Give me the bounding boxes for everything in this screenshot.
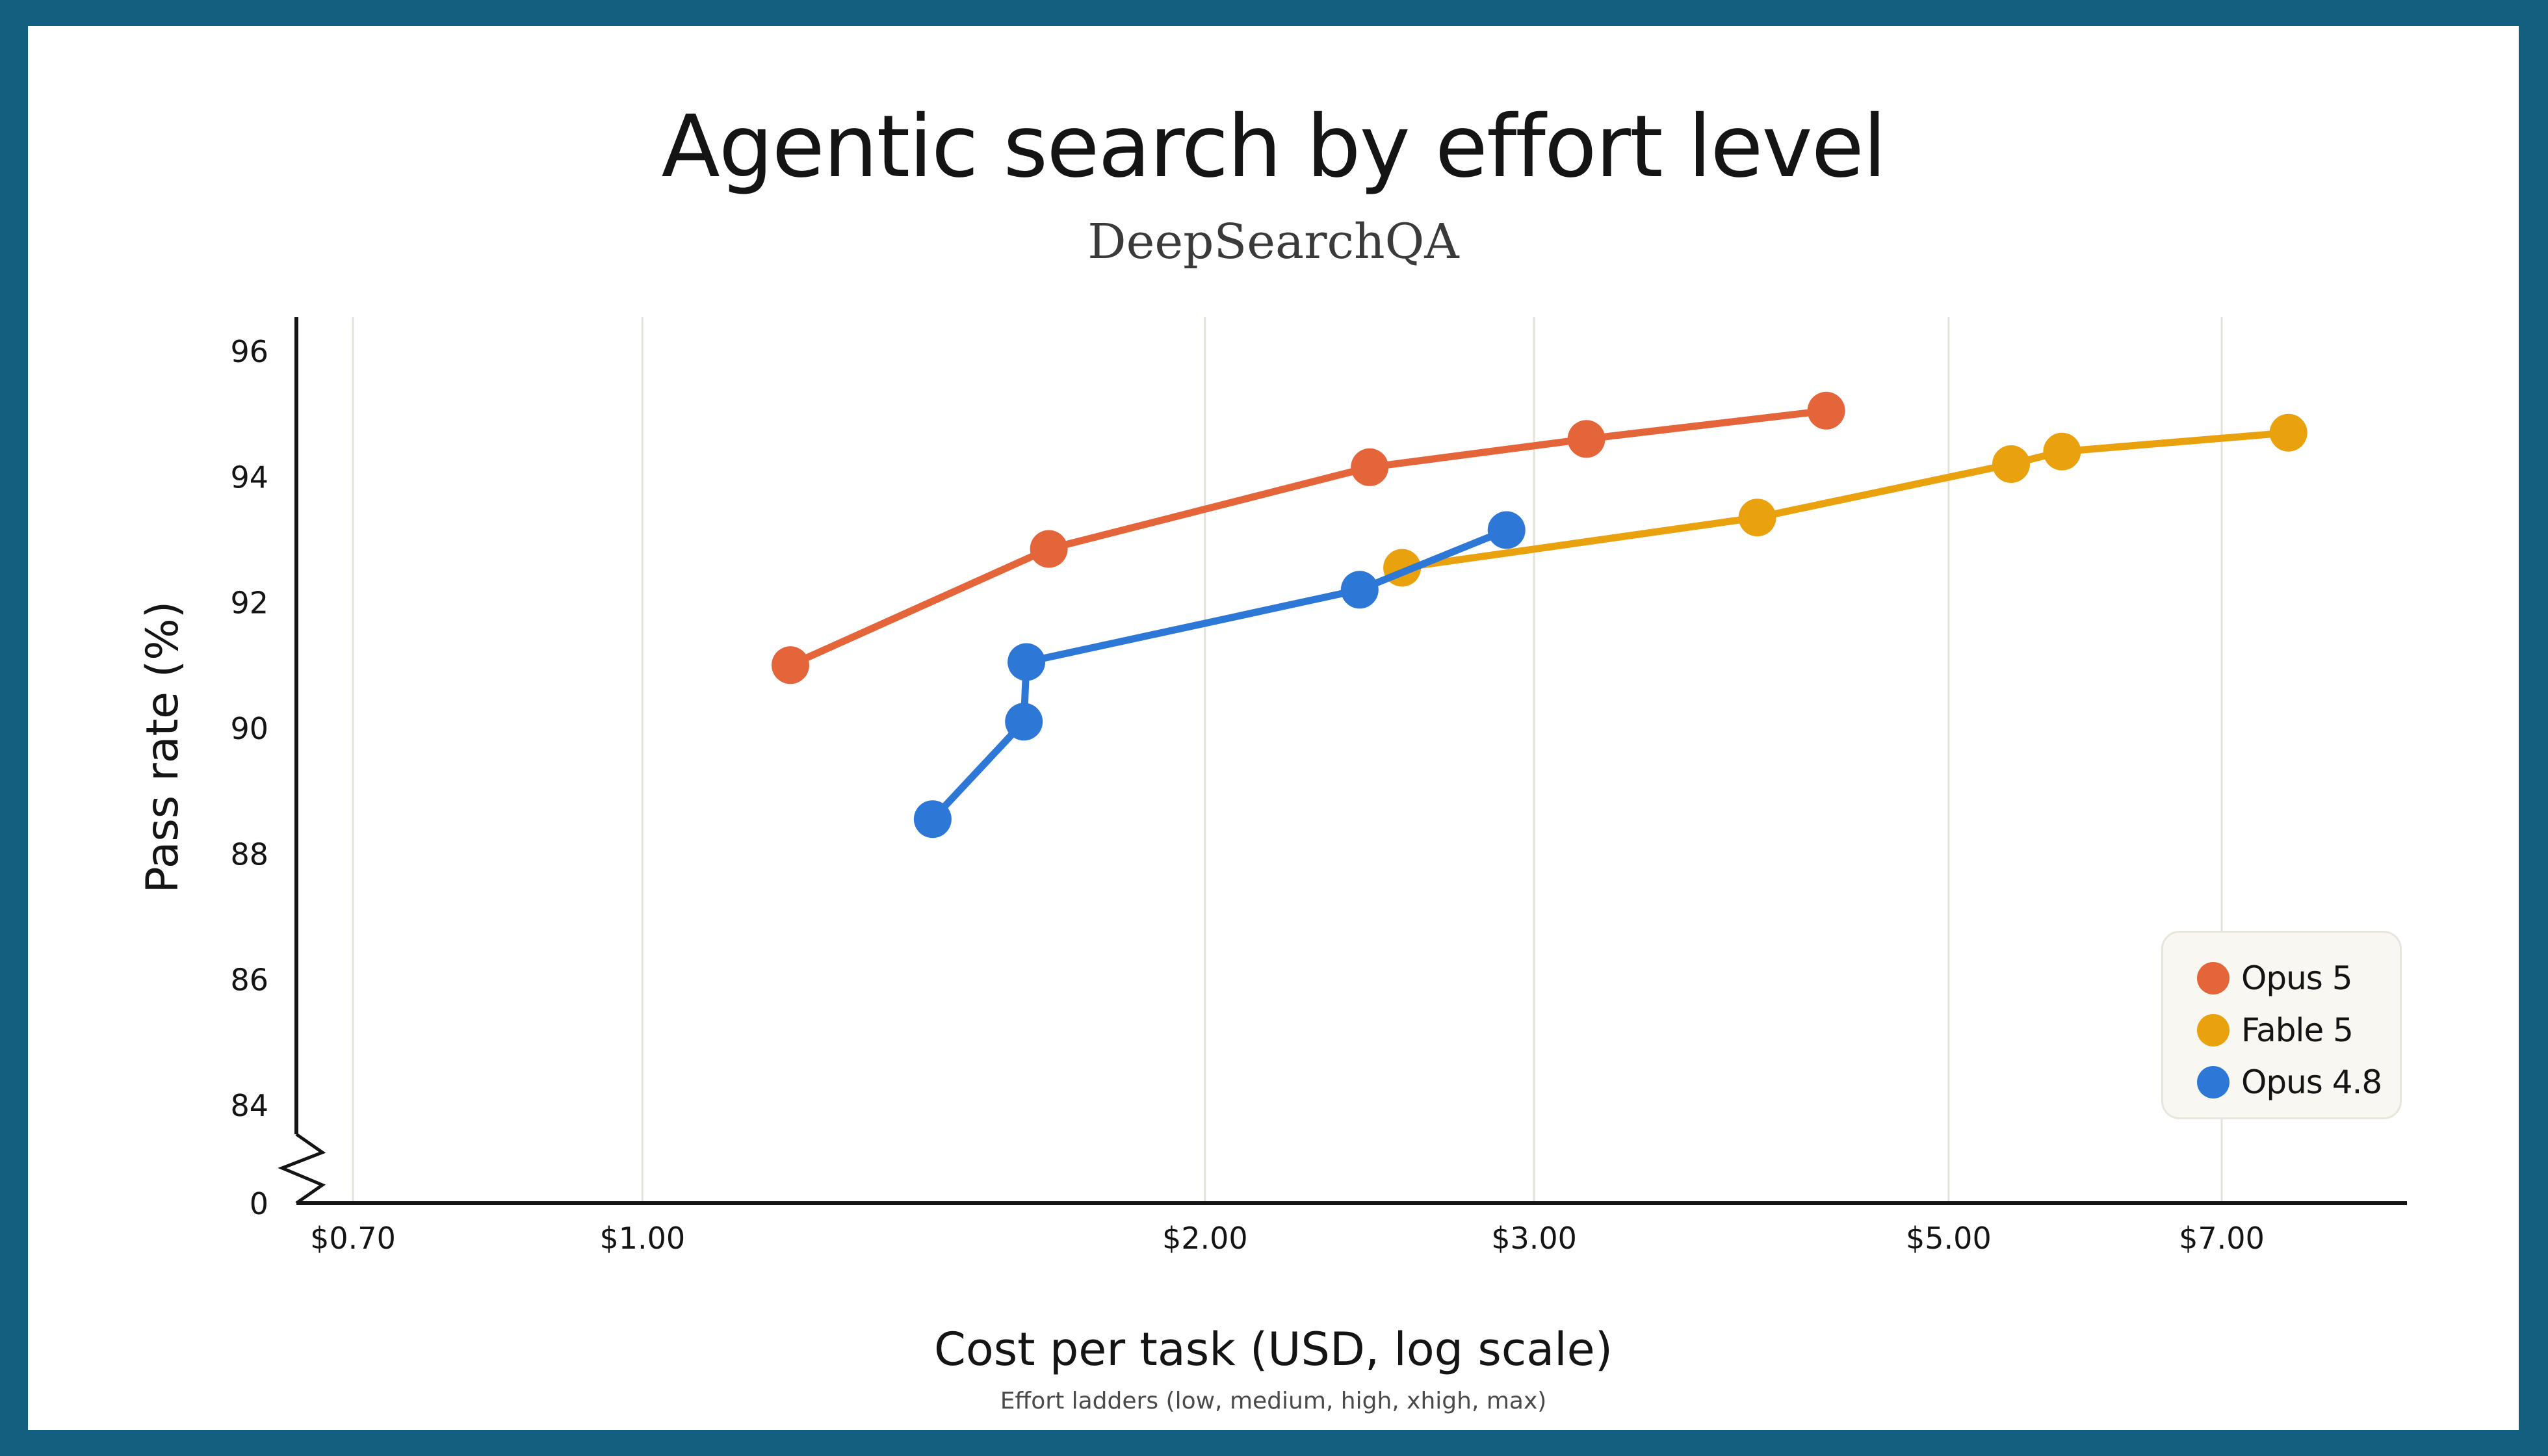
data-point (1807, 391, 1845, 430)
data-point (1567, 420, 1606, 458)
y-tick-label: 96 (230, 334, 268, 369)
y-tick-label: 94 (230, 460, 268, 495)
x-tick-label: $7.00 (2179, 1221, 2265, 1256)
x-tick-label: $3.00 (1491, 1221, 1577, 1256)
axes (278, 317, 2407, 1205)
y-tick-label: 86 (230, 963, 268, 998)
legend-item-opus-5: Opus 5 (2197, 952, 2400, 1004)
chart-subtitle: DeepSearchQA (1087, 214, 1459, 270)
y-tick-label: 84 (230, 1088, 268, 1123)
y-tick-label: 90 (230, 711, 268, 746)
x-tick-label: $1.00 (599, 1221, 685, 1256)
legend-item-fable-5: Fable 5 (2197, 1004, 2400, 1056)
series-line (1398, 429, 2293, 571)
series-line (786, 407, 1830, 669)
legend-label: Opus 5 (2241, 959, 2353, 997)
legend: Opus 5 Fable 5 Opus 4.8 (2161, 931, 2402, 1119)
x-tick-label: $5.00 (1906, 1221, 1992, 1256)
series-opus-5 (772, 391, 1845, 684)
legend-label: Fable 5 (2241, 1011, 2354, 1049)
series-layer (772, 391, 2308, 838)
legend-item-opus-4-8: Opus 4.8 (2197, 1056, 2400, 1108)
legend-swatch (2197, 1066, 2230, 1098)
chart-plot: $0.70 $1.00 $2.00 $3.00 $5.00 $7.00 84 86 88 90 92… (137, 317, 2407, 1256)
y-axis-label: Pass rate (%) (137, 601, 188, 894)
data-point (1351, 448, 1389, 486)
legend-swatch (2197, 1014, 2230, 1046)
data-point (1005, 703, 1043, 741)
tick-labels: $0.70 $1.00 $2.00 $3.00 $5.00 $7.00 84 86 88 90 92… (137, 334, 2265, 1256)
chart-title: Agentic search by effort level (661, 97, 1886, 197)
legend-label: Opus 4.8 (2241, 1063, 2382, 1101)
chart-card: Agentic search by effort level DeepSearc… (28, 26, 2519, 1430)
data-point (1008, 643, 1046, 681)
x-axis-label: Cost per task (USD, log scale) (933, 1323, 1613, 1376)
y-tick-label: 92 (230, 586, 268, 621)
data-point (2043, 432, 2081, 471)
data-point (772, 646, 809, 684)
data-point (1738, 499, 1776, 537)
x-tick-label: $0.70 (310, 1221, 396, 1256)
y-tick-label: 0 (250, 1186, 268, 1221)
data-point (1340, 571, 1379, 609)
data-point (1030, 530, 1068, 568)
y-tick-label: 88 (230, 837, 268, 872)
chart-note: Effort ladders (low, medium, high, xhigh… (1000, 1388, 1547, 1414)
data-point (2269, 413, 2308, 452)
x-tick-label: $2.00 (1162, 1221, 1248, 1256)
data-point (1992, 445, 2030, 483)
legend-swatch (2197, 962, 2230, 994)
data-point (1487, 511, 1526, 549)
series-opus-4-8 (913, 511, 1526, 838)
y-axis-break (278, 1132, 326, 1205)
series-fable-5 (1383, 413, 2308, 587)
data-point (913, 800, 952, 838)
grid-lines (352, 317, 2223, 1201)
